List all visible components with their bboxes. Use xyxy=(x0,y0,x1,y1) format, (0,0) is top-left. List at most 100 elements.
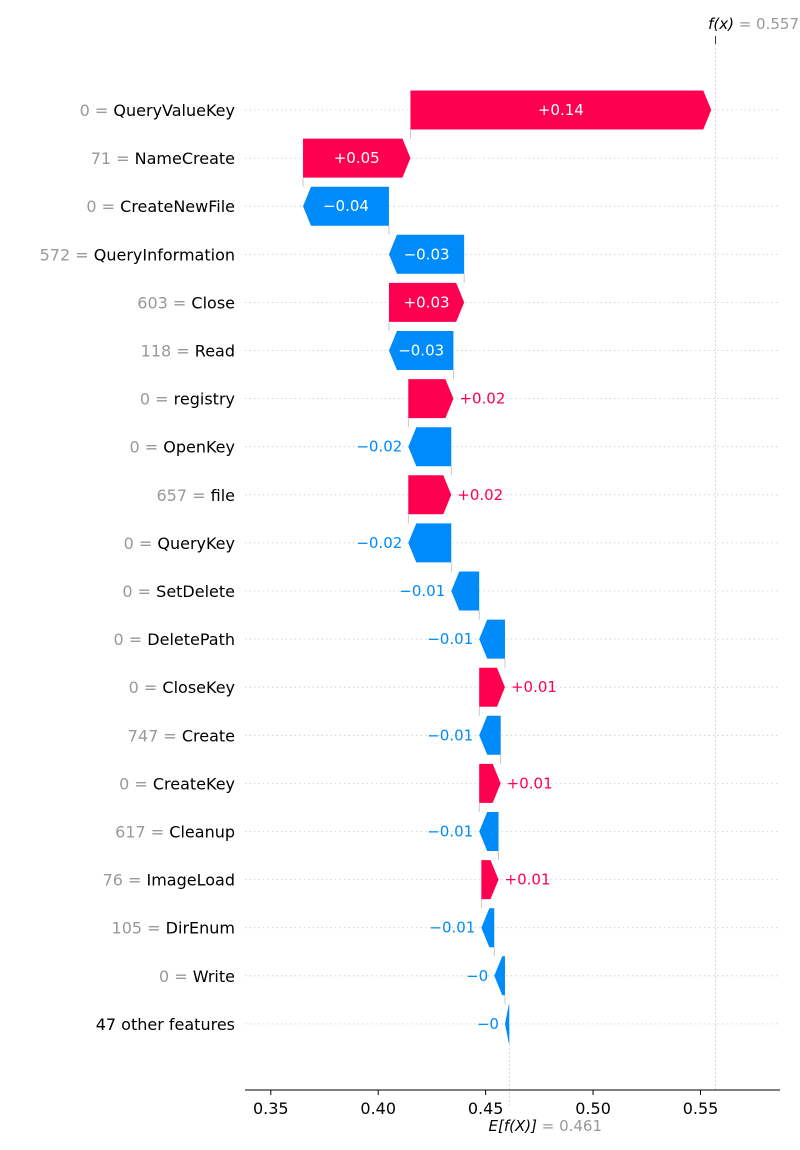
positive-contribution-bar xyxy=(408,475,452,515)
contribution-label: +0.01 xyxy=(511,678,557,696)
negative-contribution-bar xyxy=(408,523,452,563)
contribution-label: −0.02 xyxy=(356,438,402,456)
positive-contribution-bar xyxy=(479,667,505,707)
x-tick-label: 0.40 xyxy=(360,1099,396,1118)
x-tick-label: 0.35 xyxy=(253,1099,289,1118)
contribution-label: −0.04 xyxy=(323,197,369,215)
feature-label: 47 other features xyxy=(96,1015,235,1034)
output-value-text: = 0.557 xyxy=(739,15,799,33)
feature-name: Read xyxy=(195,342,235,361)
contribution-label: −0.03 xyxy=(404,245,450,263)
negative-contribution-bar xyxy=(479,715,501,755)
feature-value: 0 = xyxy=(159,967,193,986)
feature-value: 71 = xyxy=(91,149,135,168)
feature-label: 572 = QueryInformation xyxy=(40,245,235,264)
feature-value: 0 = xyxy=(129,438,163,457)
feature-name: OpenKey xyxy=(163,438,235,457)
feature-label: 603 = Close xyxy=(137,293,235,312)
feature-label: 657 = file xyxy=(157,486,236,505)
feature-label: 0 = CreateKey xyxy=(119,774,235,793)
contribution-label: +0.02 xyxy=(459,390,505,408)
negative-contribution-bar xyxy=(303,186,389,226)
contribution-label: −0.02 xyxy=(356,534,402,552)
feature-name: Write xyxy=(193,967,235,986)
feature-name: QueryValueKey xyxy=(113,101,235,120)
negative-contribution-bar xyxy=(451,571,480,611)
feature-name: Create xyxy=(182,726,235,745)
feature-value: 0 = xyxy=(114,630,148,649)
feature-name: SetDelete xyxy=(156,582,235,601)
feature-name: CreateKey xyxy=(153,774,235,793)
reference-lines xyxy=(302,36,717,1108)
feature-value: 747 = xyxy=(128,726,182,745)
contribution-label: +0.05 xyxy=(334,149,380,167)
negative-contribution-bar xyxy=(388,331,454,370)
positive-contribution-bar xyxy=(479,763,501,803)
contribution-label: +0.02 xyxy=(457,486,503,504)
feature-label: 0 = SetDelete xyxy=(122,582,235,601)
negative-contribution-bar xyxy=(479,619,505,659)
contribution-label: −0.01 xyxy=(427,823,473,841)
feature-labels: +0.14 0 = QueryValueKey +0.05 71 = NameCrea… xyxy=(40,101,584,1034)
feature-value: 76 = xyxy=(103,871,147,890)
gridlines xyxy=(245,109,780,1025)
feature-value: 0 = xyxy=(140,390,174,409)
negative-contribution-bar xyxy=(504,1004,510,1044)
feature-label: 0 = registry xyxy=(140,390,235,409)
negative-contribution-bar xyxy=(481,908,495,948)
feature-name: registry xyxy=(174,390,235,409)
contribution-label: −0 xyxy=(466,967,488,985)
positive-contribution-bar xyxy=(388,282,465,322)
contribution-label: −0.03 xyxy=(398,342,444,360)
feature-value: 0 = xyxy=(122,582,156,601)
feature-label: 747 = Create xyxy=(128,726,235,745)
feature-name: Cleanup xyxy=(169,823,235,842)
positive-contribution-bar xyxy=(410,90,712,130)
feature-value: 105 = xyxy=(112,919,166,938)
contribution-label: −0.01 xyxy=(427,726,473,744)
base-label: E[f(X)] xyxy=(489,1117,542,1135)
feature-value: 617 = xyxy=(115,823,169,842)
feature-value: 0 = xyxy=(129,678,163,697)
feature-label: 617 = Cleanup xyxy=(115,823,235,842)
contribution-label: +0.03 xyxy=(404,293,450,311)
feature-label: 0 = QueryValueKey xyxy=(80,101,235,120)
feature-value: 603 = xyxy=(137,293,191,312)
negative-contribution-bar xyxy=(408,427,452,467)
feature-name: CreateNewFile xyxy=(120,197,235,216)
base-value-text: = 0.461 xyxy=(542,1117,602,1135)
positive-contribution-bar xyxy=(481,860,499,900)
output-value-annotation: f(x) = 0.557 xyxy=(708,15,799,33)
feature-label: 76 = ImageLoad xyxy=(103,871,235,890)
x-tick-label: 0.55 xyxy=(683,1099,719,1118)
feature-name: QueryInformation xyxy=(94,245,235,264)
feature-value: 0 = xyxy=(80,101,114,120)
feature-value: 572 = xyxy=(40,245,94,264)
negative-contribution-bar xyxy=(494,956,505,996)
feature-label: 0 = QueryKey xyxy=(124,534,235,553)
feature-value: 0 = xyxy=(86,197,120,216)
contribution-label: −0.01 xyxy=(427,630,473,648)
contribution-label: −0.01 xyxy=(429,919,475,937)
feature-name: DirEnum xyxy=(166,919,235,938)
feature-label: 71 = NameCreate xyxy=(91,149,235,168)
feature-label: 118 = Read xyxy=(141,342,235,361)
feature-name: file xyxy=(211,486,235,505)
feature-name: Close xyxy=(191,293,235,312)
contribution-label: +0.01 xyxy=(505,871,551,889)
feature-name: ImageLoad xyxy=(147,871,236,890)
negative-contribution-bar xyxy=(479,812,499,851)
feature-name: NameCreate xyxy=(135,149,235,168)
base-value-annotation: E[f(X)] = 0.461 xyxy=(489,1117,603,1135)
x-tick-label: 0.45 xyxy=(468,1099,504,1118)
contribution-label: −0.01 xyxy=(399,582,445,600)
feature-value: 0 = xyxy=(119,774,153,793)
feature-name: DeletePath xyxy=(147,630,235,649)
feature-label: 105 = DirEnum xyxy=(112,919,235,938)
contribution-label: +0.01 xyxy=(507,774,553,792)
feature-label: 0 = OpenKey xyxy=(129,438,235,457)
feature-label: 0 = CloseKey xyxy=(129,678,235,697)
positive-contribution-bar xyxy=(408,379,454,419)
contribution-label: −0 xyxy=(477,1015,499,1033)
